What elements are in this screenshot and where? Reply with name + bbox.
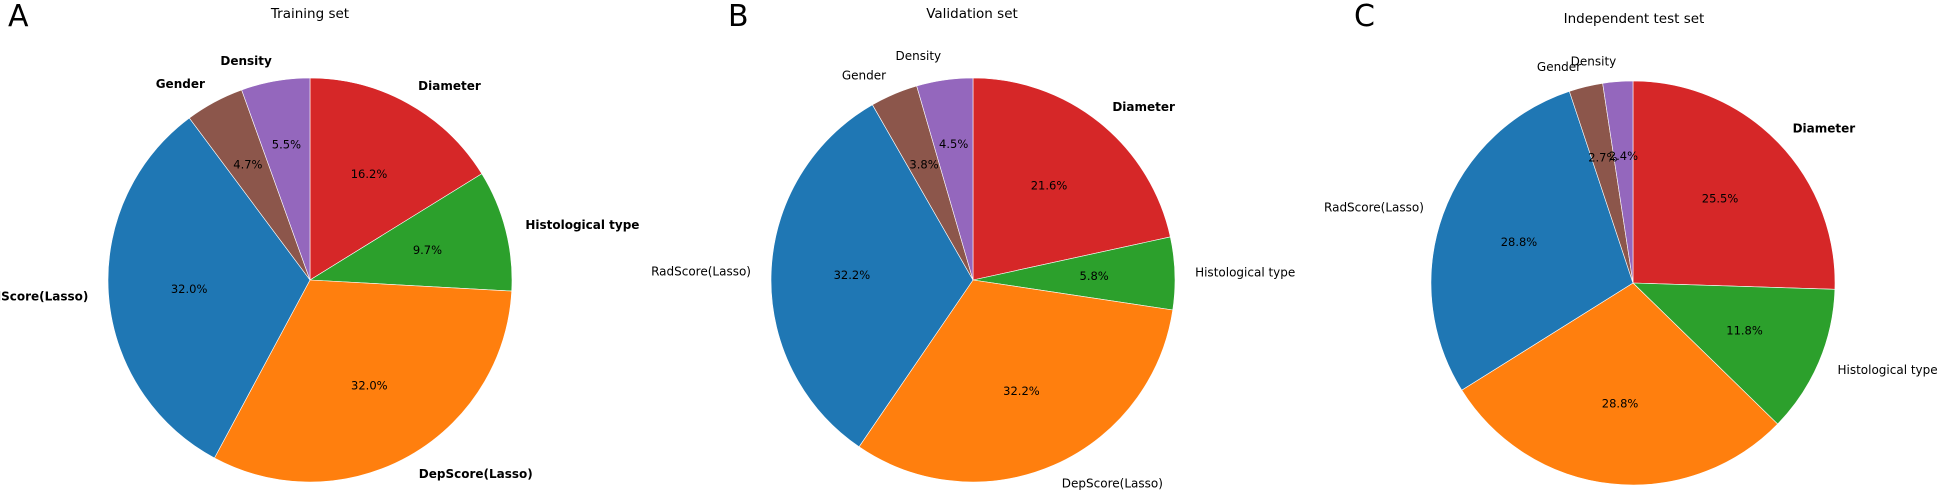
slice-percent-label: 2.4%	[1609, 149, 1638, 163]
slice-percent-label: 32.0%	[351, 379, 388, 393]
pie-slice-depscore-lasso	[858, 279, 1174, 483]
chart-title: Training set	[270, 6, 349, 22]
slice-category-label: DepScore(Lasso)	[1062, 477, 1163, 491]
slice-percent-label: 16.2%	[351, 167, 388, 181]
slice-category-label: Histological type	[1195, 266, 1295, 280]
slice-category-label: DepScore(Lasso)	[419, 467, 533, 481]
slice-percent-label: 4.5%	[939, 137, 968, 151]
pie-slice-diameter	[972, 77, 1171, 281]
slice-percent-label: 2.7%	[1588, 150, 1617, 164]
pie-slice-radscore-lasso	[107, 117, 311, 459]
slice-percent-label: 4.7%	[233, 157, 262, 171]
slice-percent-label: 5.5%	[272, 138, 301, 152]
slice-percent-label: 11.8%	[1726, 323, 1763, 337]
pie-panel-a: A Training set 16.2% Diameter 9.7% Histolog…	[0, 0, 639, 483]
slice-category-label: Diameter	[1793, 121, 1856, 135]
pie-slice-density	[241, 77, 311, 281]
slice-percent-label: 28.8%	[1501, 235, 1538, 249]
pie-panel-c: C Independent test set 25.5% Diameter 11.8…	[1324, 0, 1938, 486]
slice-category-label: Diameter	[418, 79, 481, 93]
pie-slices	[107, 77, 513, 483]
slice-category-label: Diameter	[1112, 100, 1175, 114]
slice-percent-label: 32.2%	[1003, 384, 1040, 398]
pie-slice-histological-type	[1632, 282, 1836, 425]
pie-slice-radscore-lasso	[1430, 90, 1634, 391]
pie-slice-radscore-lasso	[770, 104, 974, 448]
pie-labels: 21.6% Diameter 5.8% Histological type 32.2% D…	[651, 49, 1295, 491]
pie-labels: 16.2% Diameter 9.7% Histological type 32.0% D…	[0, 54, 639, 481]
pie-slices	[1430, 80, 1836, 486]
pie-slice-depscore-lasso	[1461, 282, 1779, 486]
slice-category-label: Density	[896, 49, 942, 63]
slice-category-label: RadScore(Lasso)	[651, 264, 751, 278]
pie-panel-b: B Validation set 21.6% Diameter 5.8% Histol…	[651, 0, 1295, 491]
pie-slice-depscore-lasso	[214, 279, 513, 483]
slice-percent-label: 28.8%	[1602, 397, 1639, 411]
pie-slice-histological-type	[309, 173, 513, 292]
slice-category-label: Density	[220, 54, 272, 68]
slice-category-label: Density	[1571, 54, 1617, 68]
panel-letter: A	[8, 0, 29, 34]
slice-category-label: Histological type	[1837, 363, 1937, 377]
chart-title: Independent test set	[1564, 11, 1705, 27]
slice-percent-label: 3.8%	[909, 158, 938, 172]
slice-category-label: Gender	[156, 77, 205, 91]
pie-slice-diameter	[1632, 80, 1836, 290]
pie-slice-density	[1602, 80, 1634, 284]
slice-category-label: RadScore(Lasso)	[1324, 201, 1424, 215]
chart-title: Validation set	[926, 6, 1018, 22]
panel-letter: B	[728, 0, 749, 34]
panel-letter: C	[1354, 0, 1375, 34]
slice-percent-label: 9.7%	[413, 243, 442, 257]
slice-category-label: Histological type	[525, 218, 639, 232]
slice-percent-label: 25.5%	[1702, 192, 1739, 206]
slice-percent-label: 5.8%	[1080, 269, 1109, 283]
pie-slice-diameter	[309, 77, 483, 281]
slice-category-label: Gender	[1537, 60, 1581, 74]
slice-percent-label: 32.0%	[171, 282, 208, 296]
pie-labels: 25.5% Diameter 11.8% Histological type 28.8%…	[1324, 54, 1938, 411]
pie-slices	[770, 77, 1176, 483]
slice-category-label: Gender	[842, 68, 886, 82]
pie-slice-density	[916, 77, 974, 281]
slice-percent-label: 21.6%	[1031, 179, 1068, 193]
slice-category-label: RadScore(Lasso)	[0, 289, 88, 303]
slice-percent-label: 32.2%	[834, 268, 871, 282]
